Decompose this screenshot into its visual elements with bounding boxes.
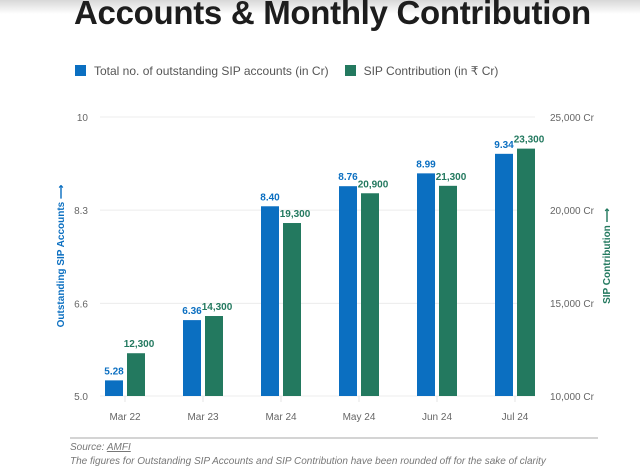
source-line: Source: AMFI: [70, 442, 131, 453]
legend-item-accounts: Total no. of outstanding SIP accounts (i…: [75, 64, 329, 78]
data-label-accounts: 8.76: [338, 172, 358, 183]
y-tick-left: 5.0: [74, 392, 88, 403]
y-tick-right: 25,000 Cr: [550, 113, 595, 124]
bar-contribution: [517, 148, 535, 396]
bar-accounts: [417, 173, 435, 396]
data-label-accounts: 5.28: [104, 366, 124, 377]
bar-accounts: [495, 153, 513, 396]
bar-contribution: [127, 353, 145, 396]
y-tick-left: 10: [77, 113, 89, 124]
legend: Total no. of outstanding SIP accounts (i…: [75, 64, 498, 78]
legend-item-contribution: SIP Contribution (in ₹ Cr): [344, 64, 499, 78]
data-label-contribution: 19,300: [280, 209, 311, 220]
bar-accounts: [339, 186, 357, 396]
legend-label: Total no. of outstanding SIP accounts (i…: [94, 64, 329, 78]
y-axis-label-left: Outstanding SIP Accounts ⟶: [56, 184, 67, 327]
data-label-contribution: 14,300: [202, 302, 233, 313]
y-tick-right: 10,000 Cr: [550, 392, 595, 403]
bar-contribution: [361, 193, 379, 396]
y-tick-left: 6.6: [74, 299, 88, 310]
bar-accounts: [183, 320, 201, 396]
x-tick-label: Jul 24: [502, 412, 529, 423]
bar-contribution: [439, 185, 457, 396]
x-tick-label: Mar 24: [265, 412, 297, 423]
legend-swatch-blue: [75, 65, 86, 76]
y-tick-right: 20,000 Cr: [550, 206, 595, 217]
data-label-accounts: 9.34: [494, 140, 514, 151]
y-tick-left: 8.3: [74, 206, 88, 217]
top-fade: [0, 0, 640, 14]
bar-contribution: [283, 223, 301, 396]
legend-label: SIP Contribution (in ₹ Cr): [363, 64, 499, 78]
bar-contribution: [205, 316, 223, 396]
source-link[interactable]: AMFI: [106, 442, 131, 453]
source-label: Source:: [70, 442, 107, 453]
data-label-contribution: 21,300: [436, 172, 467, 183]
data-label-contribution: 12,300: [124, 339, 155, 350]
x-tick-label: Mar 22: [109, 412, 141, 423]
data-label-accounts: 8.40: [260, 192, 280, 203]
bar-accounts: [261, 206, 279, 396]
x-tick-label: Jun 24: [422, 412, 452, 423]
data-label-accounts: 6.36: [182, 306, 202, 317]
bar-accounts: [105, 380, 123, 396]
data-label-contribution: 23,300: [514, 135, 545, 146]
x-tick-label: Mar 23: [187, 412, 219, 423]
data-label-contribution: 20,900: [358, 179, 389, 190]
legend-swatch-green: [344, 65, 356, 76]
data-label-accounts: 8.99: [416, 159, 436, 170]
chart-title: Accounts & Monthly Contribution: [74, 0, 591, 31]
x-tick-label: May 24: [343, 412, 376, 423]
y-tick-right: 15,000 Cr: [550, 299, 595, 310]
y-axis-label-right: SIP Contribution ⟶: [602, 207, 613, 303]
footnote: The figures for Outstanding SIP Accounts…: [70, 456, 546, 467]
